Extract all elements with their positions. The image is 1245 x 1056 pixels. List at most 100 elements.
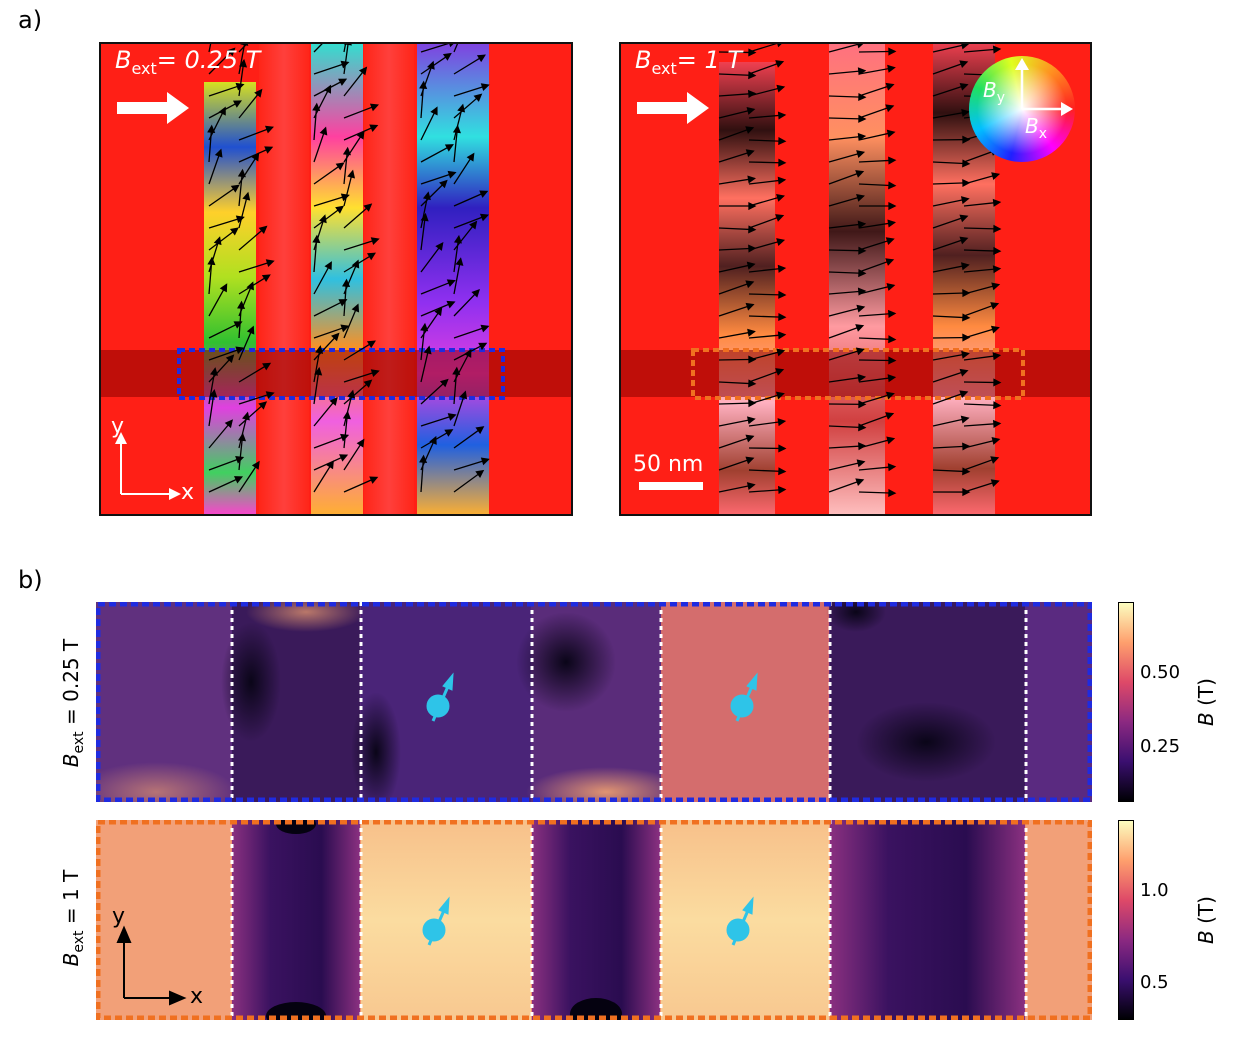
vector-arrowhead <box>888 335 897 344</box>
axis-y-label-b: y <box>112 904 126 929</box>
vector-arrowhead <box>230 184 240 193</box>
vector-arrowhead <box>480 83 490 91</box>
magnetization-map-high-field: Bext= 1 T 50 nm By Bx <box>619 42 1092 516</box>
vector-arrowhead <box>745 302 755 311</box>
vector-arrowhead <box>261 274 271 283</box>
vector-arrowhead <box>356 438 365 448</box>
vector-arrowhead <box>959 368 969 377</box>
vector-arrowhead <box>430 106 438 116</box>
vector-arrowhead <box>990 302 1000 310</box>
vector-arrowhead <box>885 104 895 113</box>
vector-arrowhead <box>778 158 787 167</box>
vector-arrowhead <box>444 144 454 152</box>
vector-arrowhead <box>991 437 1001 445</box>
vector-arrowhead <box>855 478 865 486</box>
vector-arrowhead <box>423 345 432 355</box>
vector-arrowhead <box>258 225 268 234</box>
colorbar-high-tick-2: 0.5 <box>1140 972 1169 993</box>
vector-arrowhead <box>258 401 268 410</box>
vector-arrowhead <box>446 279 456 287</box>
vector-arrowhead <box>992 265 1002 274</box>
vector-arrowhead <box>885 258 895 266</box>
vector-arrowhead <box>251 460 260 470</box>
field-map-high: y x <box>95 814 1093 1030</box>
vector-arrowhead <box>856 150 866 158</box>
vector-arrowhead <box>775 214 785 222</box>
vector-arrowhead <box>478 342 488 351</box>
vector-arrowhead <box>993 401 1002 410</box>
vector-arrowhead <box>323 84 332 94</box>
vector-arrowhead <box>232 100 243 108</box>
vector-arrowhead <box>447 170 457 179</box>
vector-arrowhead <box>856 193 865 202</box>
vector-arrowhead <box>887 463 897 472</box>
vector-arrowhead <box>265 391 275 399</box>
vector-arrowhead <box>962 488 971 497</box>
vector-arrowhead <box>435 242 444 251</box>
vector-arrowhead <box>888 181 897 190</box>
vector-arrowhead <box>331 332 340 342</box>
vector-arrowhead <box>959 214 969 223</box>
vector-arrowhead <box>990 479 1000 487</box>
vector-arrowhead <box>439 179 448 189</box>
vector-arrowhead <box>775 391 785 400</box>
vector-arrowhead <box>777 485 787 495</box>
vector-arrowhead <box>419 80 428 90</box>
vector-arrowhead <box>233 476 244 484</box>
vector-arrowhead <box>366 340 376 349</box>
vector-arrowhead <box>340 324 350 333</box>
scale-bar-label: 50 nm <box>633 452 704 477</box>
vector-arrowhead <box>422 191 431 201</box>
frame-right <box>619 42 1092 516</box>
row-label-high: Bext = 1 T <box>59 869 87 967</box>
vector-arrowhead <box>747 416 756 425</box>
vector-arrowhead <box>959 236 969 245</box>
colorbar-low-tick-1: 0.50 <box>1140 662 1181 683</box>
panel-b-label: b) <box>18 566 43 594</box>
vector-arrowhead <box>312 234 321 244</box>
vector-arrowhead <box>745 126 755 134</box>
axes-indicator-a: y x <box>111 414 195 505</box>
field-label-high: Bext= 1 T <box>635 46 743 78</box>
vector-arrowhead <box>745 434 755 443</box>
vector-arrowhead <box>855 170 865 178</box>
vector-arrowhead <box>856 459 866 468</box>
vector-arrowhead <box>887 64 896 73</box>
vector-arrowhead <box>888 201 897 211</box>
vector-arrowhead <box>369 103 379 112</box>
vector-arrowhead <box>370 369 380 377</box>
vector-arrowhead <box>857 67 867 76</box>
vector-arrowhead <box>420 212 429 222</box>
vector-arrowhead <box>857 220 867 229</box>
vector-arrowhead <box>419 454 428 464</box>
vector-arrowhead <box>239 58 248 68</box>
vector-arrowhead <box>471 289 480 298</box>
vector-arrowhead <box>960 196 970 205</box>
vector-arrowhead <box>246 281 254 291</box>
colorbar-high-tick-1: 1.0 <box>1140 880 1169 901</box>
vector-arrowhead <box>469 220 478 230</box>
field-label-low: Bext= 0.25 T <box>115 46 261 78</box>
vector-arrowhead <box>324 261 332 271</box>
vector-arrowhead <box>857 373 867 382</box>
vector-arrowhead <box>225 354 235 364</box>
vector-arrowhead <box>959 82 969 91</box>
vector-arrowhead <box>990 325 1000 334</box>
vector-arrowhead <box>961 350 970 359</box>
magnetization-map-low-field-image <box>99 42 573 516</box>
vector-arrowhead <box>265 125 275 134</box>
vector-arrowhead <box>776 193 785 202</box>
color-wheel-legend: By Bx <box>969 56 1075 162</box>
row-label-low: Bext = 0.25 T <box>59 638 87 768</box>
vector-arrowhead <box>254 88 263 98</box>
vector-arrowhead <box>262 362 272 371</box>
field-map-high-image <box>95 814 1093 1030</box>
vector-arrow <box>453 42 459 53</box>
vector-arrowhead <box>886 436 896 445</box>
magnetization-map-low-field: Bext= 0.25 T y x <box>99 42 573 516</box>
vector-arrowhead <box>855 324 865 332</box>
vector-arrowhead <box>455 257 464 266</box>
vector-arrowhead <box>885 391 895 400</box>
vector-arrowhead <box>464 348 472 358</box>
vector-arrowhead <box>453 234 462 244</box>
